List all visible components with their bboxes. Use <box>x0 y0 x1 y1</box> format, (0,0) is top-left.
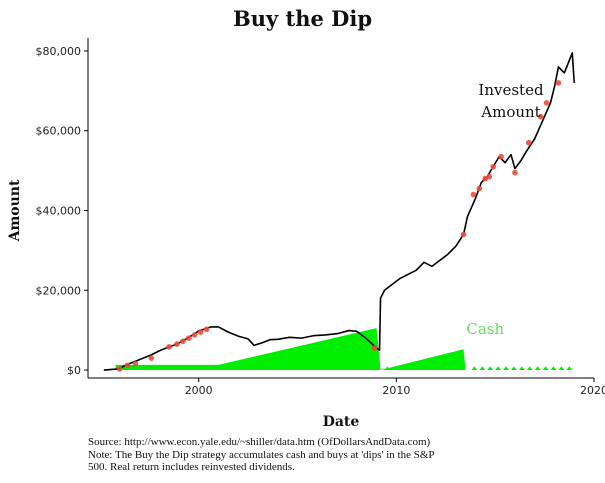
dip-point <box>191 332 198 338</box>
dip-point <box>124 362 131 369</box>
x-axis-label: Date <box>323 414 360 430</box>
dip-point <box>371 345 378 351</box>
dip-point <box>197 329 204 335</box>
x-tick-label: 2000 <box>185 384 213 397</box>
dip-point <box>498 153 504 160</box>
y-tick-label: $80,000 <box>36 45 82 58</box>
dip-point <box>490 163 496 170</box>
dip-point <box>543 100 550 106</box>
source-note: Source: http://www.econ.yale.edu/~shille… <box>88 436 588 474</box>
dip-point <box>116 366 123 372</box>
y-tick-label: $20,000 <box>36 284 82 297</box>
source-line-3: 500. Real return includes reinvested div… <box>88 461 295 473</box>
dip-point <box>132 360 139 367</box>
y-axis-label: Amount <box>7 179 23 242</box>
dip-point <box>186 335 192 341</box>
dip-points-layer <box>116 80 562 372</box>
cash-spikes <box>384 366 573 371</box>
x-tick-label: 2020 <box>580 384 605 397</box>
dip-point <box>180 338 186 345</box>
y-tick-label: $40,000 <box>36 205 82 218</box>
source-line-1: Source: http://www.econ.yale.edu/~shille… <box>88 436 431 448</box>
dip-point <box>486 173 493 180</box>
dip-point <box>460 231 467 238</box>
annotations-layer: Invested Amount Cash <box>466 81 544 338</box>
dip-point <box>174 341 180 347</box>
dip-point <box>166 344 172 350</box>
cash-area-layer <box>115 328 575 371</box>
dip-point <box>476 185 483 192</box>
annotation-label: Amount <box>480 103 540 121</box>
dip-point <box>555 80 562 86</box>
source-line-2: Note: The Buy the Dip strategy accumulat… <box>88 448 435 461</box>
y-tick-label: $60,000 <box>36 125 82 138</box>
x-tick-label: 2010 <box>382 384 410 397</box>
annotation-label: Cash <box>466 320 504 338</box>
dip-point <box>525 139 532 146</box>
annotation-label: Invested <box>478 81 544 99</box>
y-tick-label: $0 <box>67 364 81 377</box>
dip-point <box>203 326 210 333</box>
dip-point <box>512 169 518 176</box>
dip-point <box>537 113 544 120</box>
chart-title: Buy the Dip <box>232 6 373 31</box>
dip-point <box>470 191 477 198</box>
axes-layer: $0 $20,000 $40,000 $60,000 $80,000 2000 2010 20… <box>7 38 605 430</box>
cash-area <box>115 328 575 371</box>
dip-point <box>148 355 155 361</box>
